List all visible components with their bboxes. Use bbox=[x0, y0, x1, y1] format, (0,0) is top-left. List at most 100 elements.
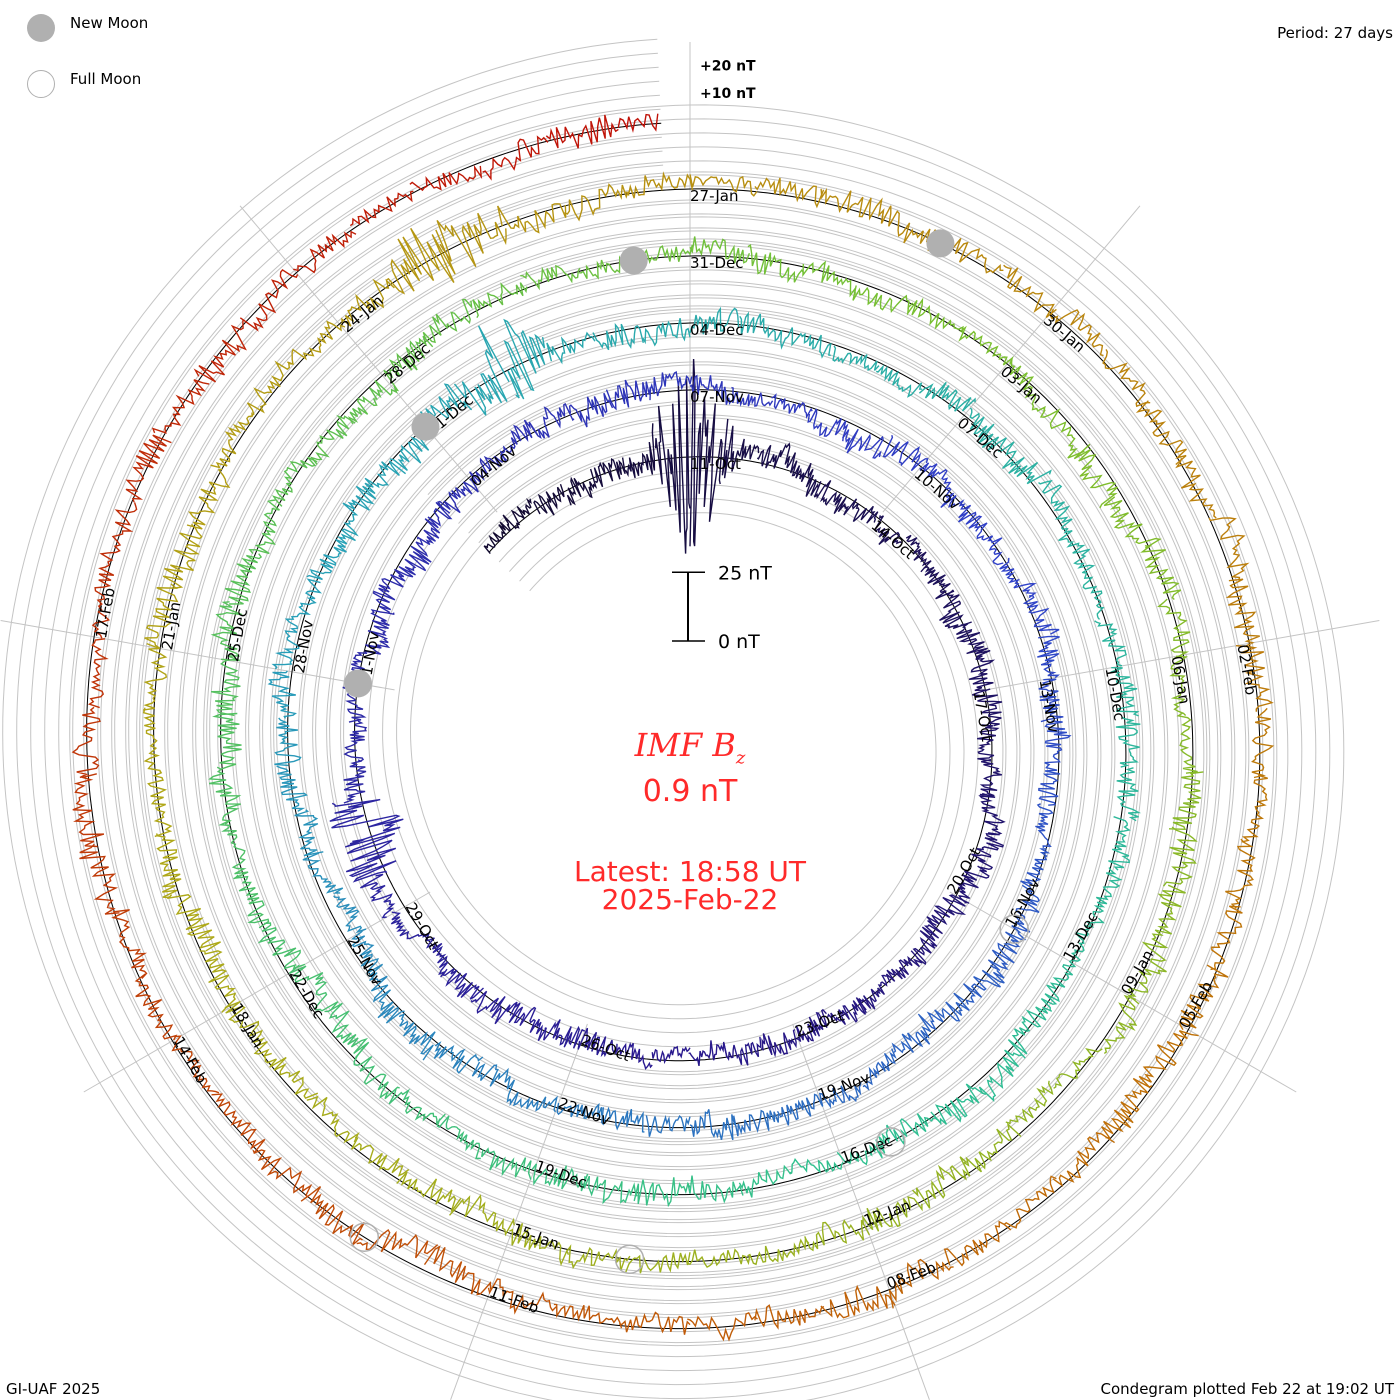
bz-trace-segment bbox=[747, 1237, 810, 1266]
full-moon-marker bbox=[614, 1244, 645, 1274]
bz-trace-segment bbox=[891, 1015, 932, 1054]
bz-trace-segment bbox=[790, 452, 819, 497]
date-label: 14-Feb bbox=[170, 1033, 211, 1086]
bz-trace-segment bbox=[760, 1029, 797, 1058]
bz-trace-segment bbox=[1108, 816, 1131, 871]
bz-trace-segment bbox=[1225, 578, 1260, 648]
bz-trace-segment bbox=[530, 402, 575, 439]
bz-trace-segment bbox=[343, 720, 368, 762]
bz-trace-segment bbox=[1035, 803, 1054, 848]
bz-trace-segment bbox=[1103, 496, 1162, 549]
new-moon-marker bbox=[619, 246, 648, 275]
bz-trace-segment bbox=[918, 381, 976, 412]
date-label: 28-Nov bbox=[290, 618, 317, 674]
bz-trace-segment bbox=[1069, 917, 1105, 962]
bz-trace-segment bbox=[448, 1194, 515, 1237]
date-label: 10-Nov bbox=[911, 465, 964, 513]
radial-spoke bbox=[792, 1023, 930, 1400]
bz-trace-segment bbox=[969, 407, 1007, 451]
radial-spoke bbox=[949, 891, 1297, 1093]
date-label: 22-Nov bbox=[556, 1094, 613, 1129]
bz-trace-segment bbox=[820, 187, 885, 224]
bz-trace-segment bbox=[1040, 960, 1077, 1011]
bz-trace-segment bbox=[424, 935, 449, 978]
date-label: 07-Nov bbox=[690, 388, 744, 406]
new-moon-legend-icon bbox=[27, 14, 55, 42]
date-label: 13-Dec bbox=[1059, 909, 1101, 964]
bz-trace-segment bbox=[263, 1055, 319, 1099]
full-moon-marker bbox=[876, 1127, 906, 1157]
bz-trace-segment bbox=[940, 493, 983, 532]
bz-trace-segment bbox=[1007, 1006, 1053, 1059]
bz-trace-segment bbox=[306, 538, 347, 581]
bz-trace-segment bbox=[224, 553, 263, 605]
bz-trace-segment bbox=[771, 393, 813, 419]
date-label: 11-Oct bbox=[690, 455, 741, 473]
bz-trace-segment bbox=[593, 457, 626, 488]
ring-scale-label: +20 nT bbox=[700, 58, 756, 74]
bz-trace-segment bbox=[147, 770, 173, 838]
bz-trace-segment bbox=[218, 820, 249, 880]
bz-trace-segment bbox=[481, 1147, 532, 1180]
bz-trace-segment bbox=[1094, 620, 1127, 667]
bz-trace-segment bbox=[248, 499, 280, 555]
bz-trace-segment bbox=[583, 1175, 638, 1205]
bz-trace-segment bbox=[813, 479, 847, 515]
date-label: 04-Nov bbox=[467, 442, 520, 490]
bz-trace-segment bbox=[977, 724, 1000, 762]
bz-trace-segment bbox=[592, 322, 644, 351]
bz-trace-segment bbox=[1176, 712, 1198, 774]
bz-trace-segment bbox=[324, 1002, 370, 1059]
bz-trace-segment bbox=[1169, 655, 1188, 716]
bz-trace-segment bbox=[1003, 1175, 1057, 1229]
bz-trace-segment bbox=[978, 1049, 1022, 1102]
chart-title: IMF Bz bbox=[490, 726, 890, 768]
bz-trace-segment bbox=[162, 523, 203, 589]
bz-trace-segment bbox=[1049, 308, 1104, 357]
bz-trace-segment bbox=[210, 601, 243, 662]
bz-trace-segment bbox=[71, 706, 101, 779]
bz-trace-segment bbox=[1208, 517, 1250, 581]
bz-trace-segment bbox=[625, 171, 694, 199]
bz-trace-segment bbox=[233, 874, 270, 929]
bz-trace-segment bbox=[509, 1223, 570, 1267]
bz-trace-segment bbox=[360, 873, 396, 919]
bz-trace-segment bbox=[409, 164, 483, 192]
bz-trace-segment bbox=[566, 468, 598, 506]
bz-trace-segment bbox=[1038, 678, 1064, 723]
bz-trace-segment bbox=[367, 609, 395, 649]
bz-trace-segment bbox=[370, 975, 405, 1024]
date-label: 13-Nov bbox=[1036, 678, 1063, 734]
bz-trace-segment bbox=[802, 260, 856, 298]
latest-date: 2025-Feb-22 bbox=[601, 883, 779, 916]
bz-trace-segment bbox=[284, 578, 323, 623]
bz-trace-segment bbox=[972, 688, 1003, 727]
bz-trace-segment bbox=[888, 1258, 954, 1309]
bz-trace-segment bbox=[689, 358, 723, 547]
bz-trace-segment bbox=[885, 950, 923, 984]
bz-trace-segment bbox=[499, 419, 539, 463]
footer-credit: GI-UAF 2025 bbox=[6, 1380, 101, 1398]
new-moon-marker bbox=[344, 669, 373, 698]
bz-trace-segment bbox=[1151, 884, 1186, 949]
bz-trace-segment bbox=[99, 502, 138, 568]
bz-trace-segment bbox=[553, 1303, 623, 1329]
bz-trace-segment bbox=[1022, 595, 1060, 635]
current-value: 0.9 nT bbox=[642, 774, 738, 809]
bz-trace-segment bbox=[754, 1304, 825, 1330]
bz-trace-segment bbox=[906, 297, 964, 333]
bz-trace-segment bbox=[1092, 867, 1123, 918]
bz-trace-segment bbox=[1101, 1077, 1153, 1139]
date-label: 19-Dec bbox=[533, 1157, 589, 1192]
date-label: 17-Oct bbox=[970, 690, 997, 743]
bz-trace-segment bbox=[483, 521, 512, 555]
bz-trace-segment bbox=[211, 1093, 266, 1154]
bz-trace-segment bbox=[795, 1008, 828, 1043]
bz-trace-segment bbox=[577, 1027, 617, 1058]
grid-spiral bbox=[30, 66, 1317, 1386]
date-label: 03-Jan bbox=[997, 362, 1046, 407]
bz-trace-segment bbox=[349, 190, 414, 227]
bz-trace-segment bbox=[239, 268, 299, 332]
bz-trace-segment bbox=[873, 515, 902, 546]
bz-trace-segment bbox=[252, 1149, 313, 1198]
